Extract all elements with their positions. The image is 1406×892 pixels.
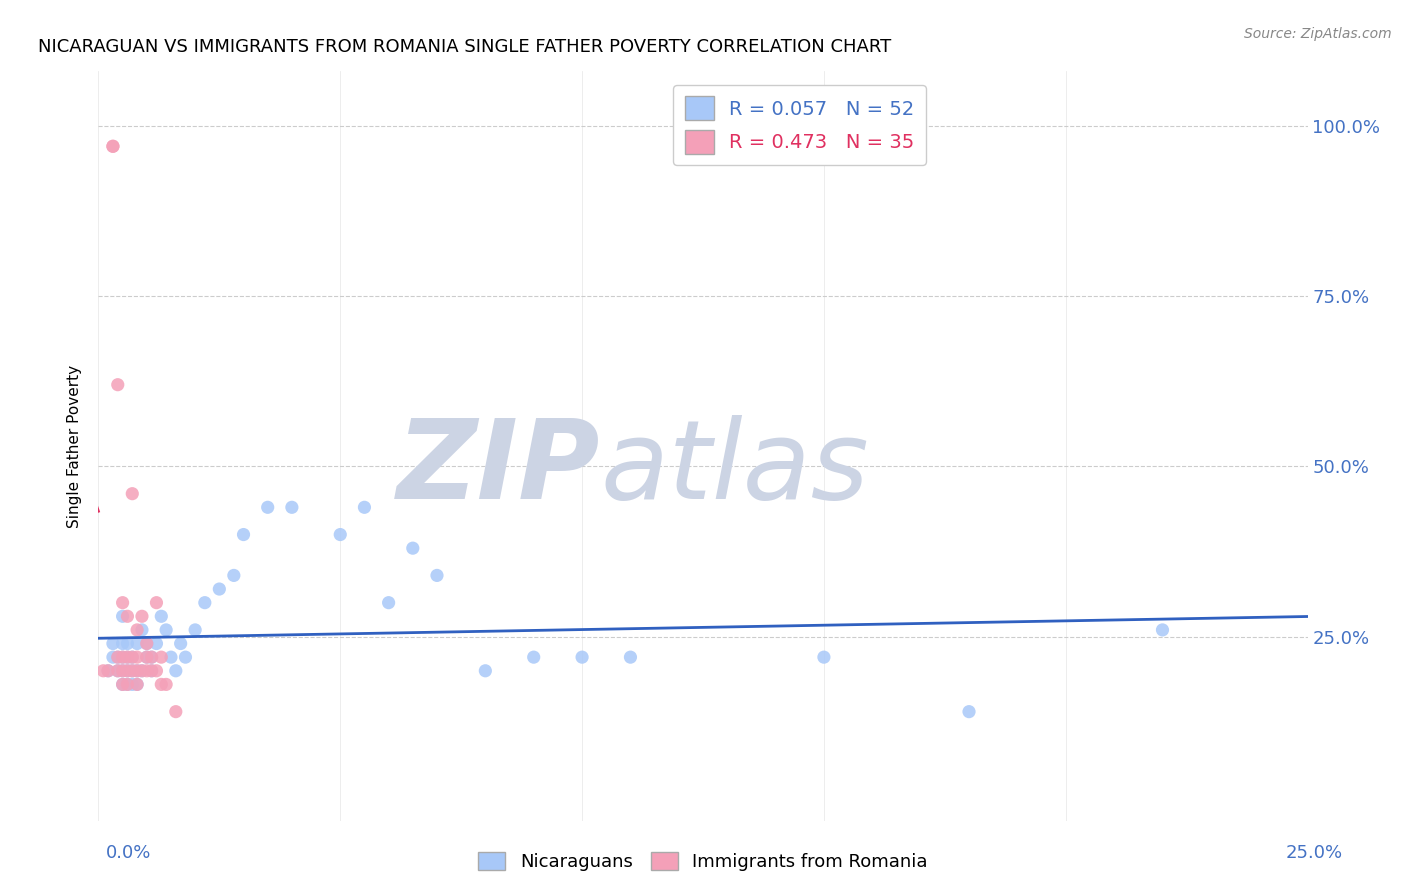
Point — [111, 677, 134, 691]
Point — [117, 677, 139, 691]
Point — [121, 664, 143, 678]
Point — [111, 664, 134, 678]
Point — [101, 650, 124, 665]
Text: 0.0%: 0.0% — [105, 844, 150, 862]
Point — [145, 636, 167, 650]
Point — [165, 664, 187, 678]
Point — [145, 596, 167, 610]
Point — [232, 527, 254, 541]
Text: ZIP: ZIP — [396, 415, 600, 522]
Point — [107, 377, 129, 392]
Point — [107, 664, 129, 678]
Point — [131, 609, 153, 624]
Point — [281, 500, 304, 515]
Point — [1152, 623, 1174, 637]
Point — [141, 664, 163, 678]
Point — [127, 650, 149, 665]
Point — [377, 596, 399, 610]
Point — [571, 650, 593, 665]
Point — [101, 139, 124, 153]
Point — [117, 650, 139, 665]
Point — [165, 705, 187, 719]
Point — [101, 139, 124, 153]
Point — [353, 500, 375, 515]
Point — [135, 636, 157, 650]
Point — [141, 650, 163, 665]
Point — [426, 568, 449, 582]
Point — [117, 650, 139, 665]
Point — [135, 650, 157, 665]
Point — [329, 527, 352, 541]
Point — [121, 650, 143, 665]
Point — [141, 650, 163, 665]
Point — [145, 664, 167, 678]
Point — [117, 636, 139, 650]
Point — [117, 677, 139, 691]
Point — [111, 636, 134, 650]
Point — [127, 636, 149, 650]
Point — [111, 596, 134, 610]
Point — [957, 705, 980, 719]
Point — [135, 664, 157, 678]
Point — [91, 664, 114, 678]
Point — [619, 650, 641, 665]
Text: 25.0%: 25.0% — [1285, 844, 1343, 862]
Point — [121, 486, 143, 500]
Point — [256, 500, 278, 515]
Text: NICARAGUAN VS IMMIGRANTS FROM ROMANIA SINGLE FATHER POVERTY CORRELATION CHART: NICARAGUAN VS IMMIGRANTS FROM ROMANIA SI… — [38, 38, 891, 56]
Point — [107, 650, 129, 665]
Point — [117, 609, 139, 624]
Point — [135, 636, 157, 650]
Point — [174, 650, 197, 665]
Point — [194, 596, 217, 610]
Point — [117, 664, 139, 678]
Point — [169, 636, 191, 650]
Point — [97, 664, 120, 678]
Point — [111, 650, 134, 665]
Point — [155, 677, 177, 691]
Point — [222, 568, 245, 582]
Point — [184, 623, 207, 637]
Point — [111, 664, 134, 678]
Point — [135, 650, 157, 665]
Point — [127, 664, 149, 678]
Point — [813, 650, 835, 665]
Point — [150, 677, 173, 691]
Point — [107, 664, 129, 678]
Point — [474, 664, 496, 678]
Point — [155, 623, 177, 637]
Point — [127, 664, 149, 678]
Point — [127, 623, 149, 637]
Point — [107, 650, 129, 665]
Legend: Nicaraguans, Immigrants from Romania: Nicaraguans, Immigrants from Romania — [471, 845, 935, 879]
Point — [127, 677, 149, 691]
Point — [208, 582, 231, 596]
Point — [97, 664, 120, 678]
Point — [160, 650, 183, 665]
Point — [523, 650, 546, 665]
Point — [101, 636, 124, 650]
Point — [111, 677, 134, 691]
Point — [121, 677, 143, 691]
Point — [121, 650, 143, 665]
Point — [117, 664, 139, 678]
Point — [121, 664, 143, 678]
Legend: R = 0.057   N = 52, R = 0.473   N = 35: R = 0.057 N = 52, R = 0.473 N = 35 — [673, 85, 927, 165]
Point — [150, 609, 173, 624]
Point — [111, 609, 134, 624]
Text: Source: ZipAtlas.com: Source: ZipAtlas.com — [1244, 27, 1392, 41]
Point — [131, 623, 153, 637]
Point — [150, 650, 173, 665]
Text: atlas: atlas — [600, 415, 869, 522]
Point — [127, 677, 149, 691]
Point — [141, 664, 163, 678]
Point — [131, 664, 153, 678]
Y-axis label: Single Father Poverty: Single Father Poverty — [67, 365, 83, 527]
Point — [402, 541, 425, 556]
Point — [111, 650, 134, 665]
Point — [131, 664, 153, 678]
